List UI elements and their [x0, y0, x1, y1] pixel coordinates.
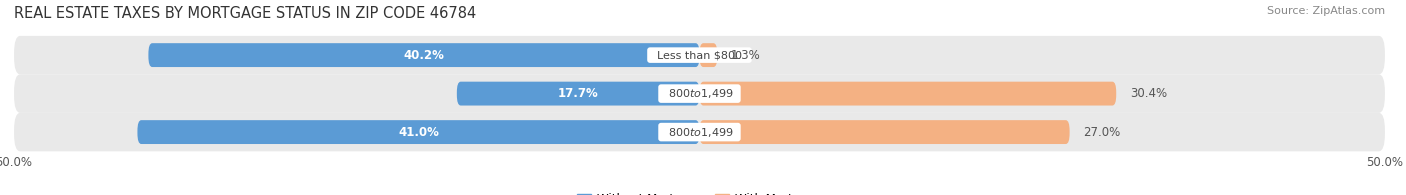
Text: Less than $800: Less than $800	[650, 50, 749, 60]
FancyBboxPatch shape	[14, 74, 1385, 113]
Text: Source: ZipAtlas.com: Source: ZipAtlas.com	[1267, 6, 1385, 16]
Text: REAL ESTATE TAXES BY MORTGAGE STATUS IN ZIP CODE 46784: REAL ESTATE TAXES BY MORTGAGE STATUS IN …	[14, 6, 477, 21]
Text: 41.0%: 41.0%	[398, 126, 439, 139]
Text: $800 to $1,499: $800 to $1,499	[661, 126, 738, 139]
FancyBboxPatch shape	[14, 113, 1385, 151]
Text: 1.3%: 1.3%	[731, 49, 761, 62]
FancyBboxPatch shape	[700, 82, 1116, 105]
FancyBboxPatch shape	[700, 43, 717, 67]
Text: 40.2%: 40.2%	[404, 49, 444, 62]
FancyBboxPatch shape	[14, 36, 1385, 74]
FancyBboxPatch shape	[149, 43, 700, 67]
Text: $800 to $1,499: $800 to $1,499	[661, 87, 738, 100]
Text: 27.0%: 27.0%	[1084, 126, 1121, 139]
Text: 17.7%: 17.7%	[558, 87, 599, 100]
FancyBboxPatch shape	[138, 120, 700, 144]
Text: 30.4%: 30.4%	[1130, 87, 1167, 100]
FancyBboxPatch shape	[457, 82, 700, 105]
FancyBboxPatch shape	[700, 120, 1070, 144]
Legend: Without Mortgage, With Mortgage: Without Mortgage, With Mortgage	[572, 188, 827, 195]
